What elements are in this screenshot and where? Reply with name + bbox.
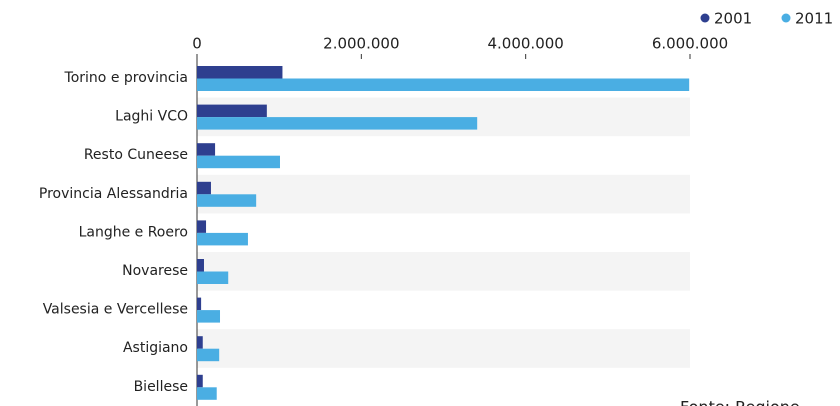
row-band bbox=[197, 329, 690, 368]
bar bbox=[197, 143, 216, 156]
y-tick-label: Resto Cuneese bbox=[84, 147, 188, 163]
y-tick-label: Astigiano bbox=[123, 340, 188, 356]
x-tick-label: 6.000.000 bbox=[652, 35, 728, 53]
x-tick-label: 0 bbox=[192, 35, 202, 53]
y-tick-label: Torino e provincia bbox=[64, 70, 188, 86]
legend-swatch bbox=[700, 13, 710, 23]
row-band bbox=[197, 97, 690, 137]
bar bbox=[197, 194, 257, 207]
bar bbox=[197, 374, 203, 388]
bar bbox=[197, 78, 690, 91]
row-band bbox=[197, 252, 690, 291]
bar bbox=[197, 336, 203, 349]
bar bbox=[197, 232, 248, 246]
bar bbox=[197, 387, 217, 400]
bar bbox=[197, 220, 207, 233]
y-tick-label: Novarese bbox=[122, 263, 188, 279]
bar bbox=[197, 297, 202, 311]
x-tick-label: 2.000.000 bbox=[323, 35, 399, 53]
y-tick-label: Langhe e Roero bbox=[79, 224, 188, 240]
y-tick-label: Valsesia e Vercellese bbox=[43, 302, 188, 318]
y-tick-label: Provincia Alessandria bbox=[39, 186, 188, 202]
bar bbox=[197, 348, 220, 362]
source-note: Fonte: Regione bbox=[680, 398, 800, 406]
bar bbox=[197, 310, 221, 323]
bar bbox=[197, 181, 211, 195]
bar bbox=[197, 66, 283, 79]
bar bbox=[197, 155, 280, 169]
bar bbox=[197, 259, 204, 272]
legend-label: 2011 bbox=[795, 10, 833, 28]
legend-label: 2001 bbox=[714, 10, 752, 28]
x-tick-label: 4.000.000 bbox=[487, 35, 563, 53]
bar bbox=[197, 104, 267, 118]
bar bbox=[197, 271, 229, 284]
y-tick-label: Laghi VCO bbox=[115, 109, 188, 125]
legend-swatch bbox=[781, 13, 791, 23]
bar bbox=[197, 117, 478, 130]
row-band bbox=[197, 174, 690, 214]
y-tick-label: Biellese bbox=[134, 379, 188, 395]
